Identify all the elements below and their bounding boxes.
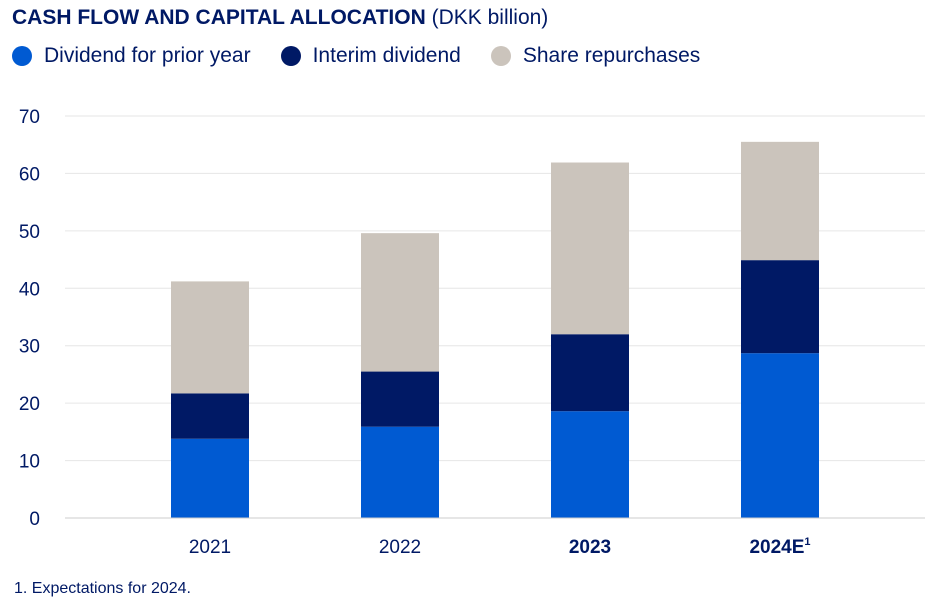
y-tick-label-10: 10 <box>19 452 40 473</box>
bar-2021-series-1 <box>171 393 249 439</box>
y-tick-label-0: 0 <box>29 509 40 530</box>
bar-2021-series-2 <box>171 281 249 394</box>
legend-swatch-repurchases <box>490 46 511 66</box>
y-tick-label-20: 20 <box>19 394 40 415</box>
bar-2023-series-1 <box>551 334 629 412</box>
x-tick-label-2021: 2021 <box>189 537 231 558</box>
chart-title-main: CASH FLOW AND CAPITAL ALLOCATION <box>12 6 426 29</box>
legend-label-repurchases: Share repurchases <box>522 44 701 67</box>
bar-2024e-series-0 <box>741 353 819 518</box>
bar-2023-series-2 <box>551 162 629 335</box>
bar-2022-series-1 <box>361 371 439 427</box>
bar-2023-series-0 <box>551 411 629 518</box>
y-tick-label-30: 30 <box>19 337 40 358</box>
bar-2022-series-2 <box>361 233 439 372</box>
x-tick-label-2024e: 2024E1 <box>749 536 810 558</box>
legend-item-repurchases: Share repurchases <box>490 44 701 68</box>
y-tick-label-40: 40 <box>19 279 40 300</box>
x-tick-label-2022: 2022 <box>379 537 421 558</box>
legend-swatch-interim <box>280 46 301 66</box>
y-tick-label-60: 60 <box>19 164 40 185</box>
legend-item-interim: Interim dividend <box>280 44 461 68</box>
bar-2022-series-0 <box>361 426 439 518</box>
legend-item-dividend-prior: Dividend for prior year <box>12 44 251 68</box>
bar-2024e-series-1 <box>741 260 819 354</box>
legend: Dividend for prior year Interim dividend… <box>12 44 700 68</box>
legend-label-dividend-prior: Dividend for prior year <box>44 44 251 67</box>
footnote: 1. Expectations for 2024. <box>14 580 191 597</box>
y-tick-label-70: 70 <box>19 107 40 128</box>
legend-label-interim: Interim dividend <box>312 44 461 67</box>
x-tick-label-2023: 2023 <box>569 537 611 558</box>
chart-title: CASH FLOW AND CAPITAL ALLOCATION (DKK bi… <box>12 6 548 30</box>
bar-2024e-series-2 <box>741 141 819 261</box>
legend-swatch-dividend-prior <box>12 46 32 66</box>
y-tick-label-50: 50 <box>19 222 40 243</box>
bar-2021-series-0 <box>171 438 249 518</box>
chart-title-unit: (DKK billion) <box>431 6 549 29</box>
